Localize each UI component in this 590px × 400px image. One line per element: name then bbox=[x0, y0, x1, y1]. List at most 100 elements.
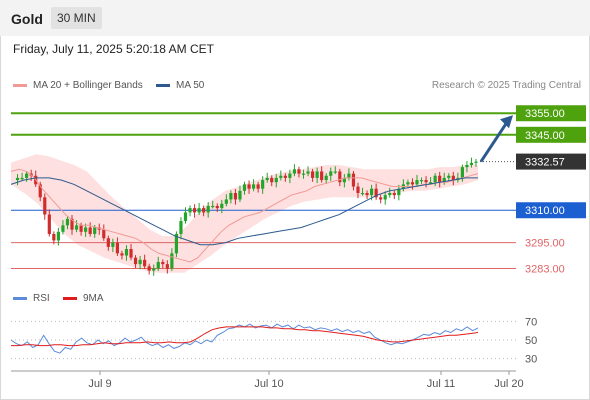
time-axis-label: Jul 20 bbox=[494, 378, 523, 390]
ma20-line bbox=[10, 168, 479, 263]
candle-body bbox=[161, 261, 165, 265]
candle-body bbox=[438, 175, 442, 183]
candle-body bbox=[115, 242, 120, 254]
candle-body bbox=[379, 197, 383, 200]
candle-body bbox=[279, 175, 283, 178]
candle-body bbox=[360, 193, 365, 195]
legend-9ma-label: 9MA bbox=[83, 293, 104, 304]
level-badge-target bbox=[516, 105, 586, 122]
candle-body bbox=[43, 197, 47, 215]
candle-body bbox=[47, 214, 51, 234]
level-label-target: 3355.00 bbox=[525, 108, 565, 120]
candle-body bbox=[233, 193, 238, 200]
rsi-tick-label: 50 bbox=[525, 335, 537, 347]
current-price-badge bbox=[516, 153, 586, 170]
candle-body bbox=[301, 173, 306, 175]
candle-body bbox=[306, 171, 310, 174]
candle-body bbox=[188, 208, 192, 213]
symbol-title: Gold bbox=[11, 11, 43, 27]
level-badge-target bbox=[516, 126, 586, 143]
candle-body bbox=[419, 180, 424, 182]
timeframe-button[interactable]: 30 MIN bbox=[51, 7, 102, 29]
candle-body bbox=[356, 186, 360, 193]
candle-body bbox=[342, 177, 346, 183]
time-axis-label: Jul 11 bbox=[427, 378, 456, 390]
bollinger-bands-area bbox=[11, 154, 478, 273]
candle-body bbox=[433, 175, 437, 183]
candle-body bbox=[38, 184, 42, 198]
candle-body bbox=[429, 182, 433, 184]
candle-body bbox=[147, 266, 151, 271]
candle-body bbox=[197, 208, 201, 213]
candle-body bbox=[424, 180, 428, 183]
candle-body bbox=[310, 171, 315, 178]
level-label-support: 3283.00 bbox=[525, 263, 565, 275]
9ma-swatch bbox=[63, 297, 77, 300]
candle-body bbox=[88, 227, 92, 234]
candle-body bbox=[238, 190, 242, 200]
candle-body bbox=[52, 233, 56, 241]
candle-body bbox=[65, 218, 70, 226]
candle-body bbox=[15, 177, 20, 181]
credit-text: Research © 2025 Trading Central bbox=[431, 80, 581, 91]
candle-body bbox=[320, 171, 324, 181]
candle-body bbox=[351, 173, 356, 187]
price-panel: 3355.00 3345.00 3332.57 3310.00 3295.00 3283.… bbox=[10, 105, 586, 276]
candle-body bbox=[106, 238, 110, 247]
candle-body bbox=[256, 184, 260, 189]
candle-body bbox=[297, 169, 301, 174]
candle-body bbox=[152, 268, 156, 271]
forecast-arrow-head bbox=[500, 115, 513, 129]
candle-body bbox=[392, 193, 396, 196]
candle-body bbox=[415, 180, 419, 185]
candle-body bbox=[138, 259, 142, 265]
candle-body bbox=[215, 205, 219, 209]
ma50-line bbox=[10, 177, 478, 246]
candle-body bbox=[174, 233, 179, 254]
candle-body bbox=[229, 193, 233, 200]
candle-body bbox=[84, 227, 88, 232]
rsi-panel: 70 50 30 bbox=[10, 316, 537, 366]
time-axis: Jul 9 Jul 10 Jul 11 Jul 20 bbox=[11, 370, 524, 390]
legend-ma20-label: MA 20 + Bollinger Bands bbox=[33, 80, 143, 91]
candle-body bbox=[220, 203, 224, 209]
candle-body bbox=[469, 162, 474, 165]
candle-body bbox=[288, 173, 292, 178]
candle-body bbox=[61, 225, 65, 232]
candle-body bbox=[133, 257, 138, 265]
candle-body bbox=[247, 184, 251, 189]
candle-body bbox=[111, 242, 115, 247]
candle-body bbox=[460, 167, 464, 178]
rsi-swatch bbox=[13, 297, 27, 300]
ma20-swatch bbox=[13, 84, 27, 87]
chart-header: Gold 30 MIN bbox=[0, 0, 590, 36]
candle-body bbox=[124, 249, 129, 256]
candle-body bbox=[369, 188, 374, 196]
candle-body bbox=[383, 195, 387, 200]
timestamp: Friday, July 11, 2025 5:20:18 AM CET bbox=[13, 42, 214, 56]
candle-body bbox=[474, 161, 478, 163]
time-axis-label: Jul 9 bbox=[88, 378, 111, 390]
candle-body bbox=[388, 193, 392, 196]
candle-body bbox=[447, 175, 451, 178]
candle-body bbox=[74, 225, 79, 230]
candle-body bbox=[25, 173, 29, 178]
candle-body bbox=[93, 227, 97, 234]
candle-body bbox=[265, 177, 269, 181]
rsi-ma-line bbox=[11, 326, 479, 347]
candle-body bbox=[410, 182, 415, 185]
rsi-tick-label: 30 bbox=[525, 354, 537, 366]
rsi-line bbox=[10, 323, 479, 354]
legend-9ma: 9MA bbox=[63, 293, 104, 304]
candle-body bbox=[465, 164, 469, 168]
legend-ma50: MA 50 bbox=[156, 80, 204, 91]
candle-body bbox=[347, 173, 351, 178]
candle-body bbox=[192, 208, 197, 213]
time-axis-label: Jul 10 bbox=[254, 378, 283, 390]
forecast-arrow-shaft bbox=[479, 121, 509, 163]
candle-body bbox=[20, 177, 24, 180]
candle-body bbox=[202, 208, 206, 213]
candle-body bbox=[329, 171, 333, 176]
legend-rsi: RSI bbox=[13, 293, 50, 304]
